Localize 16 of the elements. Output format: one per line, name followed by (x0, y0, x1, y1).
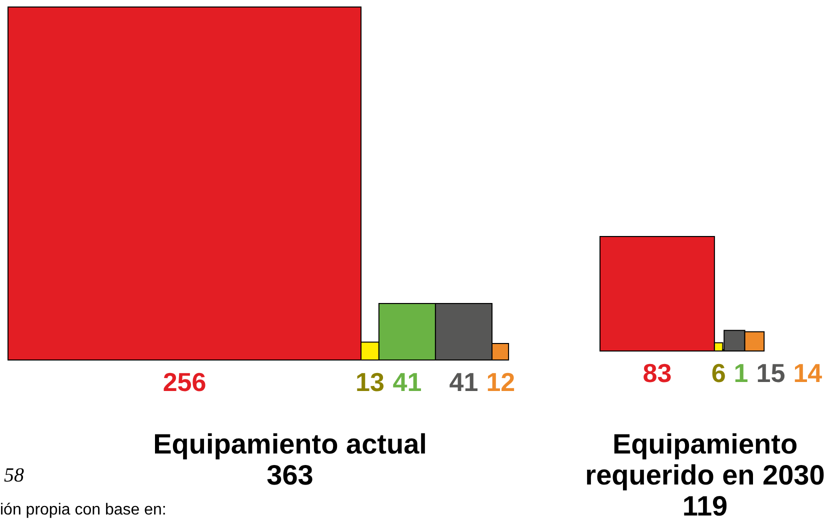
text: Equipamiento actual (153, 428, 427, 460)
text: ión propia con base en: (0, 501, 166, 518)
data-label: 256 (162, 367, 206, 398)
data-label: 15 (756, 358, 786, 388)
text: 58 (4, 464, 24, 486)
data-label: 1 (734, 358, 748, 388)
text: Equipamiento requerido en 2030 (585, 428, 825, 491)
data-label: 41 (449, 367, 478, 398)
text: 363 (266, 460, 314, 491)
data-label: 13 (356, 367, 384, 398)
text: 119 (682, 490, 728, 522)
data-label: 83 (642, 358, 672, 388)
data-label: 6 (711, 358, 726, 388)
data-label: 12 (486, 367, 516, 398)
data-label: 41 (392, 367, 422, 398)
data-label: 14 (793, 358, 823, 388)
